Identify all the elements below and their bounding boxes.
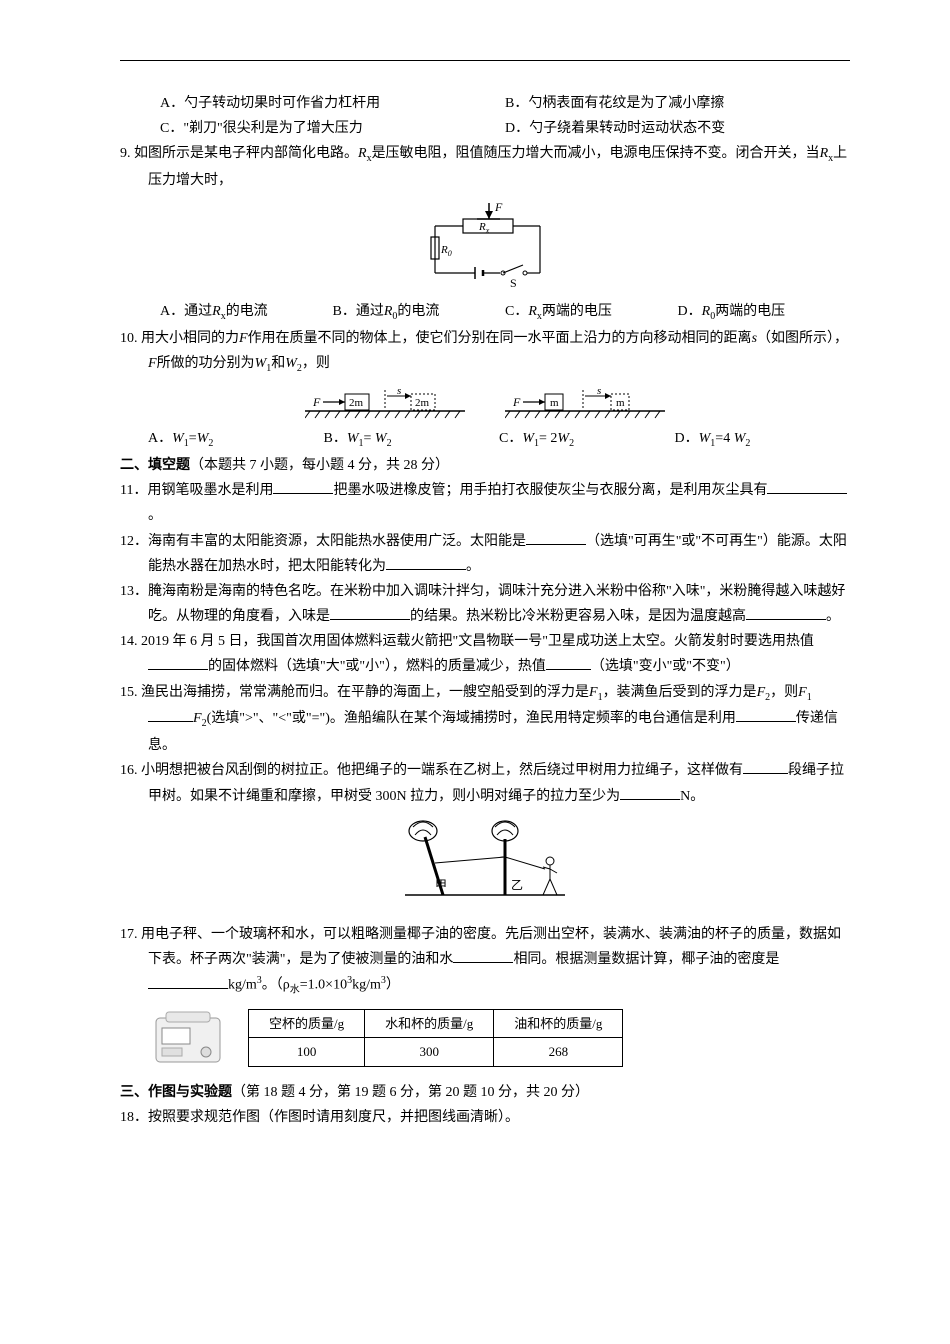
q17-figure-table: 空杯的质量/g 水和杯的质量/g 油和杯的质量/g 100 300 268 bbox=[148, 1008, 850, 1068]
q8-opt-a: A．勺子转动切果时可作省力杠杆用 bbox=[160, 91, 505, 116]
page-rule bbox=[120, 60, 850, 61]
q18: 18．按照要求规范作图（作图时请用刻度尺，并把图线画清晰）。 bbox=[120, 1105, 850, 1130]
td-water: 300 bbox=[365, 1038, 494, 1066]
scale-icon bbox=[148, 1008, 228, 1068]
svg-text:m: m bbox=[616, 397, 625, 409]
svg-text:2m: 2m bbox=[349, 397, 364, 409]
q9-a: A．通过Rx的电流 bbox=[160, 299, 333, 326]
q8-opt-c: C．"剃刀"很尖利是为了增大压力 bbox=[160, 116, 505, 141]
td-oil: 268 bbox=[494, 1038, 623, 1066]
th-oil: 油和杯的质量/g bbox=[494, 1009, 623, 1037]
q9-c: C．Rx两端的电压 bbox=[505, 299, 678, 326]
q16: 16. 小明想把被台风刮倒的树拉正。他把绳子的一端系在乙树上，然后绕过甲树用力拉… bbox=[120, 758, 850, 808]
q17-table: 空杯的质量/g 水和杯的质量/g 油和杯的质量/g 100 300 268 bbox=[248, 1009, 623, 1067]
q10-c: C．W1= 2W2 bbox=[499, 426, 675, 453]
q10-b: B．W1= W2 bbox=[324, 426, 500, 453]
svg-text:S: S bbox=[510, 276, 517, 290]
q8-options: A．勺子转动切果时可作省力杠杆用 B．勺柄表面有花纹是为了减小摩擦 C．"剃刀"… bbox=[120, 91, 850, 141]
q9-t2: 是压敏电阻，阻值随压力增大而减小，电源电压保持不变。闭合开关，当 bbox=[372, 146, 820, 161]
q11: 11．用钢笔吸墨水是利用把墨水吸进橡皮管；用手拍打衣服使灰尘与衣服分离，是利用灰… bbox=[120, 478, 850, 528]
td-empty: 100 bbox=[249, 1038, 365, 1066]
q13: 13．腌海南粉是海南的特色名吃。在米粉中加入调味汁拌匀，调味汁充分进入米粉中俗称… bbox=[120, 579, 850, 629]
section2-title: 二、填空题（本题共 7 小题，每小题 4 分，共 28 分） bbox=[120, 453, 850, 478]
q17: 17. 用电子秤、一个玻璃杯和水，可以粗略测量椰子油的密度。先后测出空杯，装满水… bbox=[120, 922, 850, 1000]
svg-text:s: s bbox=[397, 385, 401, 397]
th-empty: 空杯的质量/g bbox=[249, 1009, 365, 1037]
svg-text:F: F bbox=[494, 201, 503, 214]
svg-text:甲: 甲 bbox=[435, 878, 447, 892]
th-water: 水和杯的质量/g bbox=[365, 1009, 494, 1037]
q8-opt-b: B．勺柄表面有花纹是为了减小摩擦 bbox=[505, 91, 850, 116]
svg-text:F: F bbox=[512, 395, 521, 409]
q9-stem: 9. 如图所示是某电子秤内部简化电路。Rx是压敏电阻，阻值随压力增大而减小，电源… bbox=[120, 141, 850, 193]
q9-t1: 9. 如图所示是某电子秤内部简化电路。 bbox=[120, 146, 358, 161]
q9-d: D．R0两端的电压 bbox=[678, 299, 851, 326]
q9-rx: R bbox=[358, 146, 367, 161]
q10-stem: 10. 用大小相同的力F作用在质量不同的物体上，使它们分别在同一水平面上沿力的方… bbox=[120, 326, 850, 378]
svg-text:F: F bbox=[312, 395, 321, 409]
q12: 12．海南有丰富的太阳能资源，太阳能热水器使用广泛。太阳能是（选填"可再生"或"… bbox=[120, 529, 850, 579]
q10-a: A．W1=W2 bbox=[148, 426, 324, 453]
q14: 14. 2019 年 6 月 5 日，我国首次用固体燃料运载火箭把"文昌物联一号… bbox=[120, 629, 850, 679]
svg-text:Rx: Rx bbox=[478, 221, 490, 235]
svg-text:m: m bbox=[550, 397, 559, 409]
svg-text:乙: 乙 bbox=[511, 878, 523, 892]
q9-rx2: R bbox=[820, 146, 829, 161]
q15: 15. 渔民出海捕捞，常常满舱而归。在平静的海面上，一艘空船受到的浮力是F1，装… bbox=[120, 680, 850, 759]
section3-title: 三、作图与实验题（第 18 题 4 分，第 19 题 6 分，第 20 题 10… bbox=[120, 1080, 850, 1105]
q9-circuit: F Rx R0 S bbox=[415, 201, 555, 291]
q8-opt-d: D．勺子绕着果转动时运动状态不变 bbox=[505, 116, 850, 141]
svg-text:R0: R0 bbox=[440, 244, 452, 258]
q10-d: D．W1=4 W2 bbox=[675, 426, 851, 453]
svg-text:s: s bbox=[597, 385, 601, 397]
svg-text:2m: 2m bbox=[415, 397, 430, 409]
q9-options: A．通过Rx的电流 B．通过R0的电流 C．Rx两端的电压 D．R0两端的电压 bbox=[120, 299, 850, 326]
q9-b: B．通过R0的电流 bbox=[333, 299, 506, 326]
q10-options: A．W1=W2 B．W1= W2 C．W1= 2W2 D．W1=4 W2 bbox=[120, 426, 850, 453]
q16-figure: 甲 乙 bbox=[120, 817, 850, 914]
q10-figures: F 2m s 2m F m s m bbox=[120, 384, 850, 426]
